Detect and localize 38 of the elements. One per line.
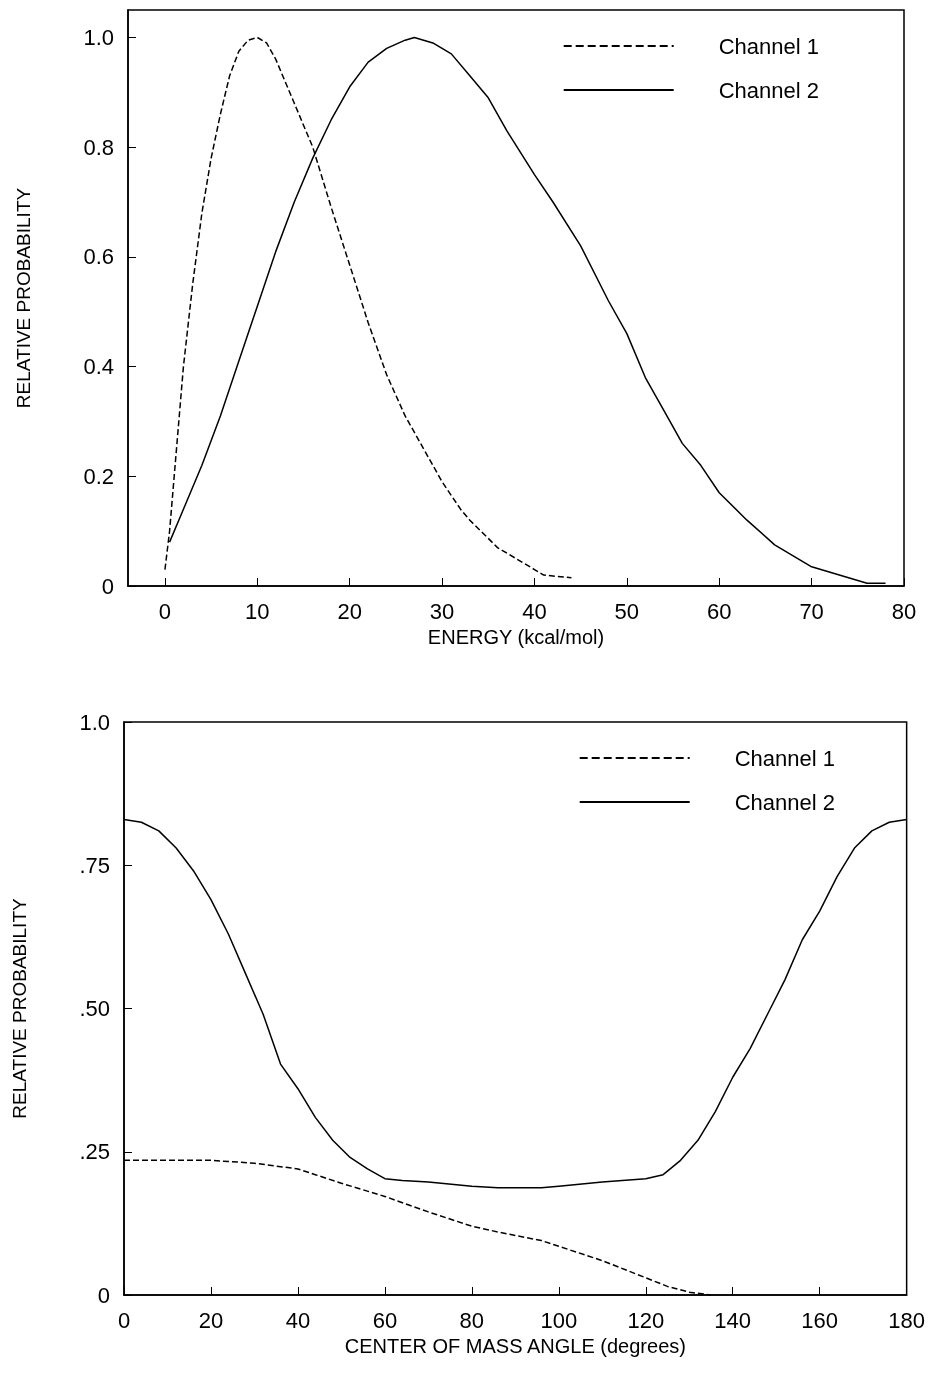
x-axis-title: ENERGY (kcal/mol) — [427, 625, 605, 648]
x-axis-title: CENTER OF MASS ANGLE (degrees) — [344, 1334, 686, 1357]
y-tick-label: .25 — [79, 1139, 110, 1165]
x-tick-label: 120 — [627, 1307, 665, 1333]
y-tick-label: 0.4 — [83, 354, 114, 380]
x-tick-label: 40 — [522, 598, 547, 624]
x-tick-label: 60 — [372, 1307, 398, 1333]
x-tick-label: 180 — [888, 1307, 926, 1333]
y-tick-label: 1.0 — [79, 709, 110, 735]
y-tick-label: 0 — [101, 573, 114, 599]
x-tick-label: 50 — [614, 598, 640, 624]
legend-label: Channel 1 — [734, 745, 836, 771]
y-axis-title: RELATIVE PROBABILITY — [13, 187, 34, 409]
y-tick-label: 0.8 — [83, 134, 114, 160]
x-tick-label: 160 — [801, 1307, 839, 1333]
x-tick-label: 10 — [245, 598, 270, 624]
y-tick-label: 0 — [97, 1282, 110, 1308]
legend-label: Channel 2 — [734, 789, 836, 815]
x-tick-label: 40 — [285, 1307, 311, 1333]
x-tick-label: 0 — [117, 1307, 131, 1333]
y-tick-label: 0.2 — [83, 463, 114, 489]
x-tick-label: 70 — [799, 598, 824, 624]
legend-label: Channel 2 — [718, 77, 820, 103]
x-tick-label: 80 — [891, 598, 917, 624]
legend-label: Channel 1 — [718, 33, 820, 59]
x-tick-label: 0 — [158, 598, 172, 624]
y-tick-label: 1.0 — [83, 24, 114, 50]
x-tick-label: 100 — [540, 1307, 578, 1333]
y-tick-label: .75 — [79, 852, 110, 878]
y-tick-label: .50 — [79, 996, 110, 1021]
x-tick-label: 20 — [337, 598, 362, 624]
x-tick-label: 60 — [707, 598, 732, 624]
x-tick-label: 140 — [714, 1307, 752, 1333]
x-tick-label: 30 — [429, 598, 455, 624]
y-axis-title: RELATIVE PROBABILITY — [9, 898, 30, 1119]
x-tick-label: 20 — [198, 1307, 224, 1333]
x-tick-label: 80 — [459, 1307, 485, 1333]
y-tick-label: 0.6 — [83, 244, 114, 270]
